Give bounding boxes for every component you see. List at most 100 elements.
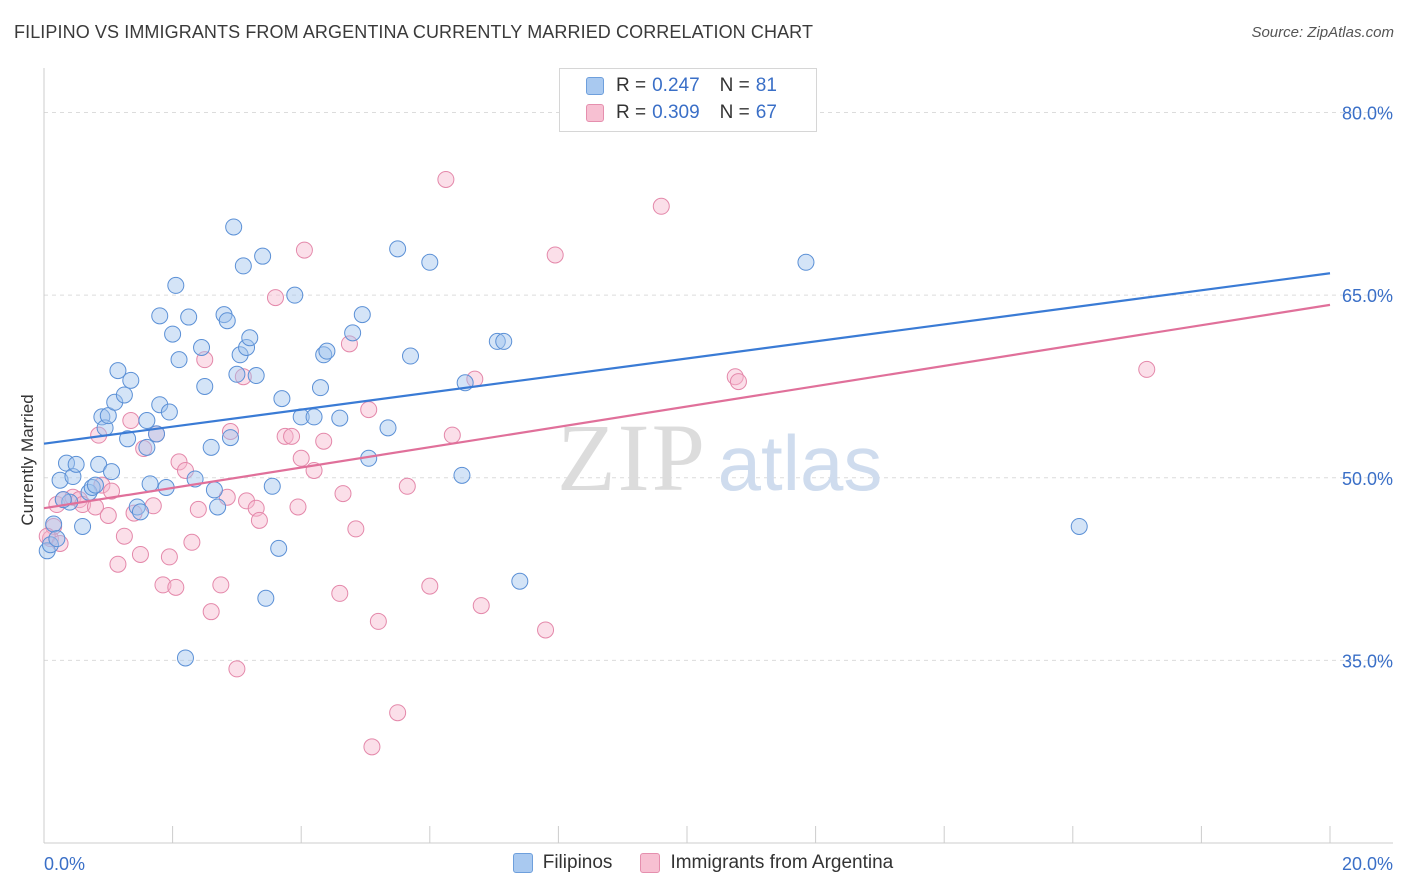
- filipino-point: [254, 247, 272, 265]
- argentina-point: [729, 373, 747, 391]
- filipino-point: [257, 589, 275, 607]
- filipino-point: [241, 329, 259, 347]
- filipino-point: [286, 286, 304, 304]
- argentina-point: [176, 461, 194, 479]
- filipino-point: [122, 371, 140, 389]
- argentina-point: [154, 576, 172, 594]
- filipino-point: [205, 481, 223, 499]
- r-label: R =: [616, 75, 647, 96]
- filipino-point: [170, 351, 188, 369]
- argentina-point: [1138, 360, 1156, 378]
- filipino-point: [167, 276, 185, 294]
- n-label: N =: [719, 102, 750, 123]
- filipino-point: [45, 515, 63, 533]
- argentina-point: [389, 704, 407, 722]
- filipino-point: [180, 308, 198, 326]
- filipino-point: [196, 377, 214, 395]
- filipino-point: [221, 429, 239, 447]
- argentina-point: [234, 368, 252, 386]
- filipino-point: [83, 479, 101, 497]
- argentina-point: [103, 482, 121, 500]
- filipino-point: [495, 332, 513, 350]
- regression-lines: [43, 272, 1331, 510]
- filipino-point: [234, 257, 252, 275]
- n-label: N =: [719, 75, 750, 96]
- argentina-point: [238, 492, 256, 510]
- gridlines: [44, 112, 1393, 661]
- filipino-point: [305, 408, 323, 426]
- filipino-point: [74, 517, 92, 535]
- stats-legend-row-argentina: R = 0.309 N = 67: [586, 100, 777, 126]
- filipino-point: [90, 455, 108, 473]
- filipino-point: [41, 536, 59, 554]
- watermark-atlas: atlas: [718, 419, 883, 507]
- argentina-point: [170, 453, 188, 471]
- argentina-regression-line: [43, 303, 1331, 510]
- argentina-point: [122, 412, 140, 430]
- filipino-point: [344, 324, 362, 342]
- x-tick-label: 20.0%: [1342, 854, 1393, 874]
- filipino-point: [379, 419, 397, 437]
- filipino-point: [311, 379, 329, 397]
- x-tick-labels: 0.0% 20.0%: [44, 854, 1393, 874]
- filipino-point: [318, 342, 336, 360]
- filipino-point: [1070, 517, 1088, 535]
- legend-item-filipinos[interactable]: Filipinos: [512, 852, 612, 874]
- argentina-point: [398, 477, 416, 495]
- y-tick-label: 35.0%: [1342, 651, 1393, 671]
- filipino-point: [247, 366, 265, 384]
- filipino-point: [353, 306, 371, 324]
- argentina-point: [472, 597, 490, 615]
- x-tick-label: 0.0%: [44, 854, 85, 874]
- watermark-zip: ZIP: [557, 404, 707, 511]
- filipino-point: [115, 386, 133, 404]
- argentina-point: [363, 738, 381, 756]
- filipino-points: [38, 218, 1088, 667]
- legend-label: Immigrants from Argentina: [670, 852, 894, 873]
- argentina-point: [283, 427, 301, 445]
- argentina-point: [369, 612, 387, 630]
- argentina-swatch: [586, 104, 604, 122]
- axes: [43, 68, 1393, 844]
- argentina-point: [202, 603, 220, 621]
- filipino-point: [202, 438, 220, 456]
- argentina-point: [160, 548, 178, 566]
- argentina-point: [250, 511, 268, 529]
- series-legend: Filipinos Immigrants from Argentina: [0, 852, 1406, 874]
- argentina-point: [64, 488, 82, 506]
- argentina-point: [221, 422, 239, 440]
- legend-item-argentina[interactable]: Immigrants from Argentina: [640, 852, 893, 874]
- argentina-point: [109, 555, 127, 573]
- filipino-point: [131, 503, 149, 521]
- filipino-point: [103, 463, 121, 481]
- filipino-regression-line: [43, 272, 1331, 445]
- y-tick-labels: 35.0% 50.0% 65.0% 80.0%: [1342, 104, 1393, 672]
- argentina-point: [212, 576, 230, 594]
- filipino-point: [128, 498, 146, 516]
- filipino-point: [67, 455, 85, 473]
- y-tick-label: 50.0%: [1342, 469, 1393, 489]
- argentina-point: [131, 545, 149, 563]
- filipino-point: [389, 240, 407, 258]
- y-tick-label: 80.0%: [1342, 104, 1393, 124]
- filipino-point: [218, 312, 236, 330]
- filipino-point: [511, 572, 529, 590]
- filipino-point: [151, 396, 169, 414]
- filipino-point: [270, 539, 288, 557]
- argentina-point: [289, 498, 307, 516]
- filipino-point: [238, 338, 256, 356]
- argentina-point: [276, 427, 294, 445]
- argentina-point: [652, 197, 670, 215]
- argentina-points: [38, 170, 1156, 756]
- n-value: 67: [755, 102, 777, 123]
- filipino-point: [86, 476, 104, 494]
- filipino-point: [138, 438, 156, 456]
- filipino-point: [151, 307, 169, 325]
- argentina-point: [726, 368, 744, 386]
- filipino-point: [160, 403, 178, 421]
- filipino-point: [228, 365, 246, 383]
- filipino-point: [138, 412, 156, 430]
- filipino-point: [453, 466, 471, 484]
- argentina-point: [99, 507, 117, 525]
- filipinos-swatch: [586, 77, 604, 95]
